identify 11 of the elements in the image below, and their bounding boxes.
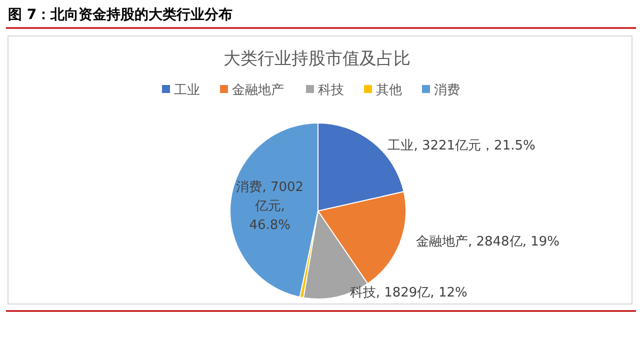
data-label: 工业, 3221亿元，21.5% (388, 138, 536, 154)
legend-label: 金融地产 (232, 83, 284, 98)
legend-label: 其他 (376, 83, 402, 98)
chart-title: 图 7：北向资金持股的大类行业分布 (8, 7, 233, 23)
legend-label: 工业 (174, 83, 200, 98)
data-label: 消费, 7002亿元, 46.8% (236, 180, 304, 233)
legend-label: 消费 (434, 83, 460, 98)
legend-label: 科技 (318, 83, 344, 98)
data-label: 科技, 1829亿, 12% (350, 286, 468, 301)
data-label: 金融地产, 2848亿, 19% (416, 234, 560, 250)
chart-subtitle: 大类行业持股市值及占比 (224, 49, 410, 69)
